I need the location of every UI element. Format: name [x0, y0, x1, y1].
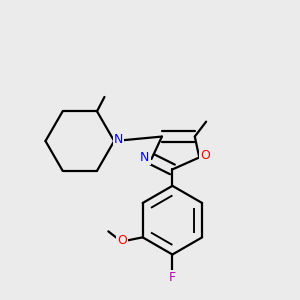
Text: N: N [140, 151, 150, 164]
Text: N: N [114, 133, 123, 146]
Text: O: O [200, 148, 210, 162]
Text: F: F [169, 271, 176, 284]
Text: O: O [117, 234, 127, 247]
